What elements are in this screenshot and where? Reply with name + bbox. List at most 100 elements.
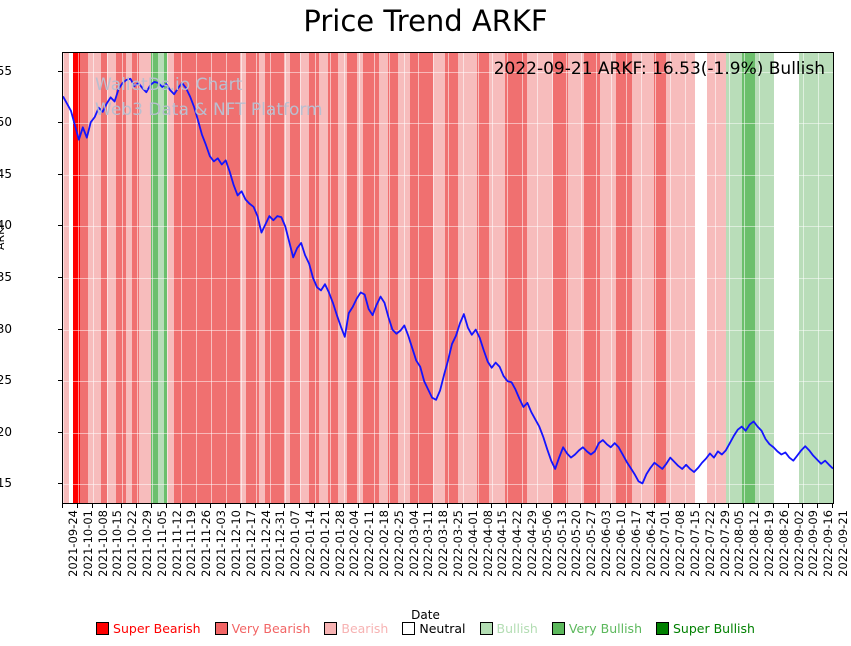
grid-line-horizontal xyxy=(63,71,833,73)
legend-item: Very Bullish xyxy=(551,621,642,636)
x-tick-mark xyxy=(580,504,582,508)
y-tick-label: 30 xyxy=(0,321,12,336)
grid-line-horizontal xyxy=(63,123,833,125)
x-tick-label: 2022-04-01 xyxy=(465,510,480,577)
x-tick-label: 2021-12-31 xyxy=(273,510,288,577)
legend-label: Bearish xyxy=(341,621,389,636)
sentiment-bands xyxy=(63,53,833,503)
x-tick-mark xyxy=(802,504,804,508)
legend-swatch xyxy=(324,622,338,635)
x-tick-label: 2022-04-08 xyxy=(480,510,495,577)
x-tick-label: 2022-07-22 xyxy=(702,510,717,577)
y-tick-label: 15 xyxy=(0,476,12,491)
x-tick-label: 2022-01-28 xyxy=(332,510,347,577)
x-tick-mark xyxy=(506,504,508,508)
x-tick-label: 2022-07-01 xyxy=(658,510,673,577)
x-tick-mark xyxy=(343,504,345,508)
legend: Super Bearish Very Bearish Bearish Neutral B… xyxy=(0,621,851,636)
x-tick-label: 2021-09-24 xyxy=(66,510,80,577)
x-tick-label: 2022-01-21 xyxy=(317,510,332,577)
x-tick-mark xyxy=(461,504,463,508)
x-tick-label: 2022-04-22 xyxy=(510,510,525,577)
grid-line-horizontal xyxy=(63,432,833,434)
x-tick-label: 2022-09-16 xyxy=(821,510,836,577)
x-tick-mark xyxy=(298,504,300,508)
x-tick-mark xyxy=(106,504,108,508)
x-tick-label: 2022-08-05 xyxy=(732,510,747,577)
legend-swatch xyxy=(551,622,565,635)
x-tick-mark xyxy=(269,504,271,508)
x-tick-label: 2021-12-03 xyxy=(214,510,229,577)
x-tick-mark xyxy=(787,504,789,508)
x-tick-label: 2022-09-09 xyxy=(806,510,821,577)
x-tick-label: 2021-11-19 xyxy=(184,510,199,577)
x-tick-mark xyxy=(136,504,138,508)
x-tick-label: 2022-02-04 xyxy=(347,510,362,577)
grid-line-horizontal xyxy=(63,278,833,279)
legend-swatch xyxy=(402,622,416,635)
x-tick-mark xyxy=(313,504,315,508)
x-tick-label: 2022-05-20 xyxy=(569,510,584,577)
x-tick-label: 2021-12-24 xyxy=(258,510,273,577)
x-tick-label: 2022-05-27 xyxy=(584,510,599,577)
x-tick-label: 2021-12-17 xyxy=(243,510,258,577)
x-tick-mark xyxy=(757,504,759,508)
y-tick-label: 35 xyxy=(0,270,12,284)
x-axis-label: Date xyxy=(411,608,440,622)
grid-line-horizontal xyxy=(63,226,833,228)
legend-swatch xyxy=(656,622,669,635)
grid-line-horizontal xyxy=(63,484,833,486)
chart-title: Price Trend ARKF xyxy=(303,4,548,38)
price-line xyxy=(63,77,833,485)
x-tick-label: 2022-09-21 xyxy=(836,510,850,577)
x-tick-mark xyxy=(476,504,478,508)
x-tick-mark xyxy=(565,504,567,508)
x-tick-label: 2022-05-06 xyxy=(539,510,554,577)
y-tick-mark xyxy=(58,328,62,330)
y-tick-label: 50 xyxy=(0,115,12,130)
x-tick-mark xyxy=(595,504,597,508)
x-tick-label: 2021-11-26 xyxy=(199,510,214,577)
x-tick-mark xyxy=(817,504,819,508)
x-tick-mark xyxy=(239,504,241,508)
x-tick-mark xyxy=(550,504,552,508)
x-tick-label: 2022-04-15 xyxy=(495,510,510,577)
y-tick-label: 20 xyxy=(0,424,12,439)
x-tick-mark xyxy=(372,504,374,508)
plot-area: WalletDs.io Chart Web3 Data & NFT Platfo… xyxy=(62,52,834,504)
y-tick-mark xyxy=(58,431,62,433)
x-tick-mark xyxy=(609,504,611,508)
y-tick-mark xyxy=(58,122,62,124)
y-axis-label: ARKF xyxy=(0,221,7,250)
x-tick-label: 2022-08-12 xyxy=(747,510,762,577)
x-tick-label: 2021-10-15 xyxy=(110,510,125,577)
legend-item: Super Bearish xyxy=(96,621,201,636)
legend-item: Bullish xyxy=(479,621,538,636)
x-tick-mark xyxy=(195,504,197,508)
legend-label: Bullish xyxy=(496,621,538,636)
x-tick-label: 2021-11-12 xyxy=(169,510,184,577)
x-tick-label: 2022-06-17 xyxy=(628,510,643,577)
x-tick-mark xyxy=(417,504,419,508)
x-tick-mark xyxy=(387,504,389,508)
x-tick-mark xyxy=(254,504,256,508)
y-tick-label: 55 xyxy=(0,63,12,78)
x-tick-mark xyxy=(698,504,700,508)
legend-label: Super Bearish xyxy=(113,621,201,636)
legend-label: Super Bullish xyxy=(673,621,755,636)
x-tick-mark xyxy=(728,504,730,508)
legend-label: Very Bearish xyxy=(231,621,311,636)
grid-line-vertical xyxy=(833,53,834,503)
x-tick-label: 2022-06-24 xyxy=(643,510,658,577)
x-tick-label: 2021-10-22 xyxy=(125,510,140,577)
x-tick-label: 2021-10-08 xyxy=(95,510,110,577)
x-tick-mark xyxy=(432,504,434,508)
grid-line-horizontal xyxy=(63,329,833,331)
x-tick-label: 2022-02-11 xyxy=(362,510,377,577)
x-tick-mark xyxy=(224,504,226,508)
x-tick-mark xyxy=(210,504,212,508)
x-tick-mark xyxy=(91,504,93,508)
x-tick-label: 2022-07-29 xyxy=(717,510,732,577)
x-tick-label: 2022-06-03 xyxy=(599,510,614,577)
